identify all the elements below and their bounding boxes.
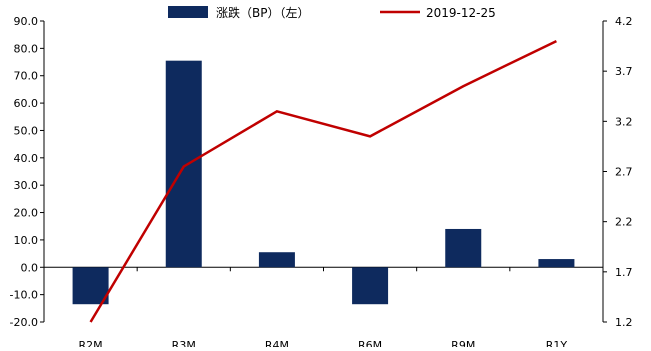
left-tick-label: 60.0 bbox=[14, 97, 39, 110]
left-tick-label: 10.0 bbox=[14, 234, 39, 247]
left-tick-label: 80.0 bbox=[14, 42, 39, 55]
category-label: R1Y bbox=[546, 339, 568, 347]
right-tick-label: 2.7 bbox=[615, 166, 633, 179]
bar-r1y bbox=[538, 259, 574, 267]
left-tick-label: 90.0 bbox=[14, 15, 39, 28]
legend-swatch-bar bbox=[168, 6, 208, 18]
left-tick-label: 20.0 bbox=[14, 207, 39, 220]
left-tick-label: 40.0 bbox=[14, 152, 39, 165]
right-tick-label: 3.2 bbox=[615, 115, 633, 128]
bar-r6m bbox=[352, 267, 388, 304]
right-tick-label: 3.7 bbox=[615, 65, 633, 78]
legend-label-line: 2019-12-25 bbox=[426, 6, 496, 20]
right-tick-label: 1.7 bbox=[615, 266, 633, 279]
left-tick-label: 0.0 bbox=[21, 261, 39, 274]
bar-r3m bbox=[166, 61, 202, 268]
right-tick-label: 4.2 bbox=[615, 15, 633, 28]
left-tick-label: -20.0 bbox=[10, 316, 38, 329]
category-label: R6M bbox=[358, 339, 382, 347]
category-label: R4M bbox=[265, 339, 289, 347]
legend: 涨跌（BP）（左） 2019-12-25 bbox=[168, 5, 496, 20]
category-label: R2M bbox=[79, 339, 103, 347]
bar-r9m bbox=[445, 229, 481, 267]
left-tick-label: 50.0 bbox=[14, 124, 39, 137]
line-series-2019-12-25 bbox=[91, 41, 557, 322]
line-series bbox=[91, 41, 557, 322]
right-tick-label: 2.2 bbox=[615, 216, 633, 229]
legend-label-bar: 涨跌（BP）（左） bbox=[216, 5, 309, 20]
left-tick-label: 70.0 bbox=[14, 70, 39, 83]
left-tick-label: -10.0 bbox=[10, 289, 38, 302]
x-axis-labels: R2M R3M R4M R6M R9M R1Y bbox=[79, 339, 568, 347]
category-label: R9M bbox=[451, 339, 475, 347]
bar-r4m bbox=[259, 252, 295, 267]
left-tick-label: 30.0 bbox=[14, 179, 39, 192]
right-tick-label: 1.2 bbox=[615, 316, 633, 329]
category-label: R3M bbox=[172, 339, 196, 347]
